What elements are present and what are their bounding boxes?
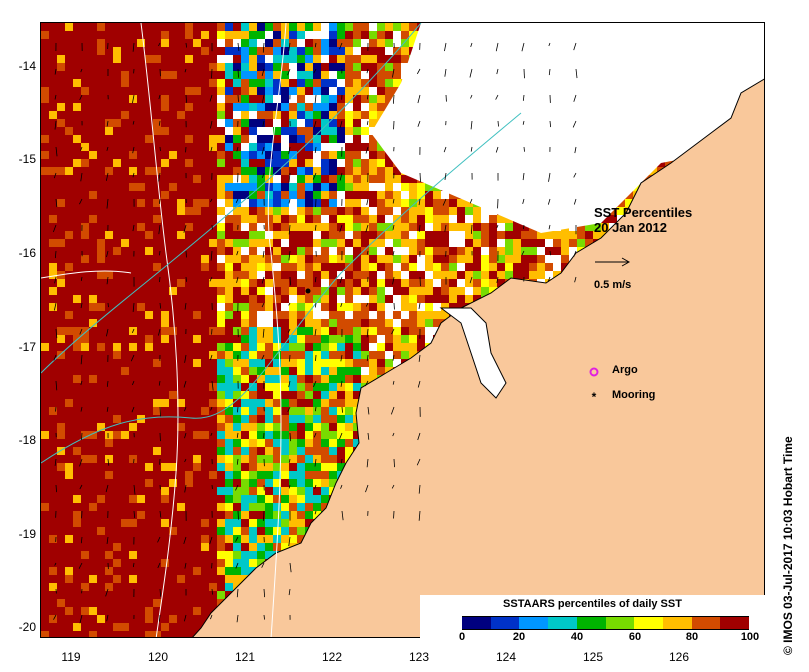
colorbar-cell [662,616,693,630]
lon-tick: 126 [668,650,690,664]
mooring-location-marker [305,288,311,294]
bathymetry-contour [41,270,132,279]
bathymetry-contour [41,112,522,464]
lat-tick: -17 [18,340,36,354]
map-panel [40,22,765,638]
colorbar-tick: 100 [740,631,760,643]
lon-tick: 122 [321,650,343,664]
sst-map [41,23,764,637]
lon-tick: 120 [147,650,169,664]
credit-text: © IMOS 03-Jul-2017 10:03 Hobart Time [781,436,795,655]
lon-tick: 123 [408,650,430,664]
lon-tick: 121 [234,650,256,664]
lat-tick: -16 [18,246,36,260]
legend-argo-label: Argo [612,364,638,376]
colorbar-cell [720,616,750,630]
vector-scale-arrow-icon [595,257,631,267]
argo-marker-icon [589,367,599,377]
colorbar-tick: 60 [628,631,642,643]
colorbar-title: SSTAARS percentiles of daily SST [503,598,682,610]
mooring-marker-icon: * [592,390,597,402]
map-date: 20 Jan 2012 [594,220,668,235]
bathymetry-contour [140,23,179,637]
colorbar-cell [634,616,664,630]
colorbar-cell [490,616,520,630]
king-sound-inlet [439,307,507,399]
current-vectors [52,42,578,624]
colorbar-cell [691,616,721,630]
lat-tick: -20 [18,620,36,634]
lon-tick: 119 [61,650,81,664]
vector-scale-label: 0.5 m/s [594,279,632,291]
colorbar-cell [548,616,578,630]
cloud-gap [371,23,764,233]
lon-tick: 124 [495,650,517,664]
colorbar-tick: 40 [570,631,584,643]
colorbar-cell [605,616,635,630]
lat-tick: -18 [18,433,36,447]
colorbar-cell [462,616,492,630]
lat-tick: -19 [18,527,36,541]
bathymetry-contour [41,23,422,374]
bathymetry-contour [267,23,287,637]
lat-tick: -14 [18,59,36,73]
lon-tick: 125 [582,650,604,664]
colorbar-tick: 20 [512,631,526,643]
colorbar-cell [576,616,606,630]
colorbar: SSTAARS percentiles of daily SST 0 20 40… [420,595,765,643]
colorbar-tick: 0 [458,631,466,643]
legend-mooring-label: Mooring [612,389,656,401]
map-title: SST Percentiles [594,205,693,220]
lat-tick: -15 [18,152,36,166]
colorbar-tick: 80 [685,631,699,643]
colorbar-cell [519,616,549,630]
